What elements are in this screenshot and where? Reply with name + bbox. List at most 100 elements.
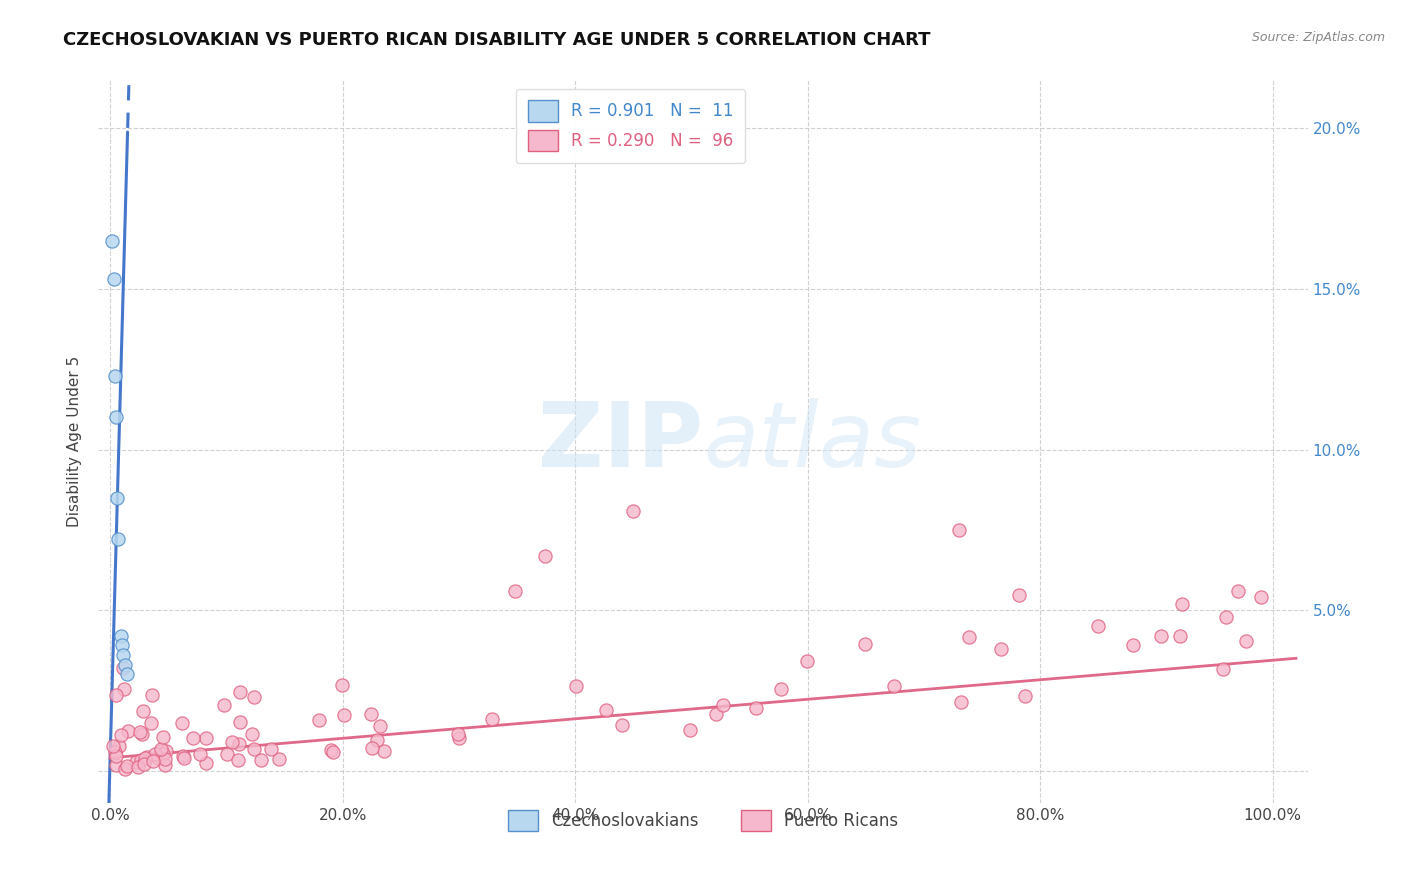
Point [111,661,134,675]
Point [373,744,395,758]
Point [104,745,127,759]
Point [104,410,127,425]
Point [1087,619,1109,633]
Point [948,523,970,537]
Point [124,755,146,769]
Point [117,667,139,681]
Point [1150,629,1173,643]
Point [503,583,526,598]
Point [1226,583,1249,598]
Point [172,748,194,763]
Point [330,677,353,691]
Point [215,747,238,762]
Text: ZIP: ZIP [538,398,703,485]
Point [195,756,218,771]
Point [150,744,173,758]
Point [243,690,266,704]
Point [319,743,342,757]
Point [679,723,702,737]
Point [152,731,174,745]
Point [131,726,153,740]
Point [188,747,211,761]
Point [1250,591,1272,605]
Text: atlas: atlas [703,398,921,485]
Point [1212,662,1234,676]
Point [135,750,157,764]
Text: Source: ZipAtlas.com: Source: ZipAtlas.com [1251,31,1385,45]
Point [114,762,136,776]
Point [146,751,169,765]
Point [990,642,1012,657]
Point [1008,588,1031,602]
Point [260,742,283,756]
Point [366,732,388,747]
Point [228,737,250,751]
Point [745,701,768,715]
Point [153,757,176,772]
Point [621,503,644,517]
Point [114,657,136,672]
Point [173,751,195,765]
Point [212,698,235,712]
Point [959,630,981,644]
Point [481,712,503,726]
Point [1170,597,1192,611]
Y-axis label: Disability Age Under 5: Disability Age Under 5 [67,356,83,527]
Point [853,637,876,651]
Point [103,272,125,286]
Point [105,748,128,763]
Point [883,679,905,693]
Point [103,739,125,754]
Point [950,695,973,709]
Point [1168,629,1191,643]
Point [1234,634,1257,648]
Point [243,742,266,756]
Point [240,726,263,740]
Point [226,753,249,767]
Point [333,708,356,723]
Text: CZECHOSLOVAKIAN VS PUERTO RICAN DISABILITY AGE UNDER 5 CORRELATION CHART: CZECHOSLOVAKIAN VS PUERTO RICAN DISABILI… [63,31,931,49]
Point [105,688,128,702]
Point [796,655,818,669]
Point [1215,609,1237,624]
Point [104,758,127,772]
Point [610,718,633,732]
Point [127,760,149,774]
Point [111,639,134,653]
Point [117,759,139,773]
Point [107,533,129,547]
Point [112,682,135,697]
Point [267,751,290,765]
Point [153,752,176,766]
Legend: Czechoslovakians, Puerto Ricans: Czechoslovakians, Puerto Ricans [502,803,904,838]
Point [595,703,617,717]
Point [134,751,156,765]
Point [110,629,132,643]
Point [132,704,155,718]
Point [322,745,344,759]
Point [194,731,217,745]
Point [370,719,392,733]
Point [447,727,470,741]
Point [107,739,129,754]
Point [152,747,174,762]
Point [711,698,734,713]
Point [117,723,139,738]
Point [1014,689,1036,703]
Point [142,754,165,768]
Point [141,688,163,702]
Point [111,648,134,662]
Point [221,735,243,749]
Point [150,741,173,756]
Point [181,731,204,745]
Point [769,682,792,697]
Point [128,725,150,739]
Point [361,741,384,756]
Point [155,744,177,758]
Point [229,714,252,729]
Point [134,756,156,771]
Point [110,728,132,742]
Point [706,707,728,722]
Point [534,549,557,563]
Point [249,753,271,767]
